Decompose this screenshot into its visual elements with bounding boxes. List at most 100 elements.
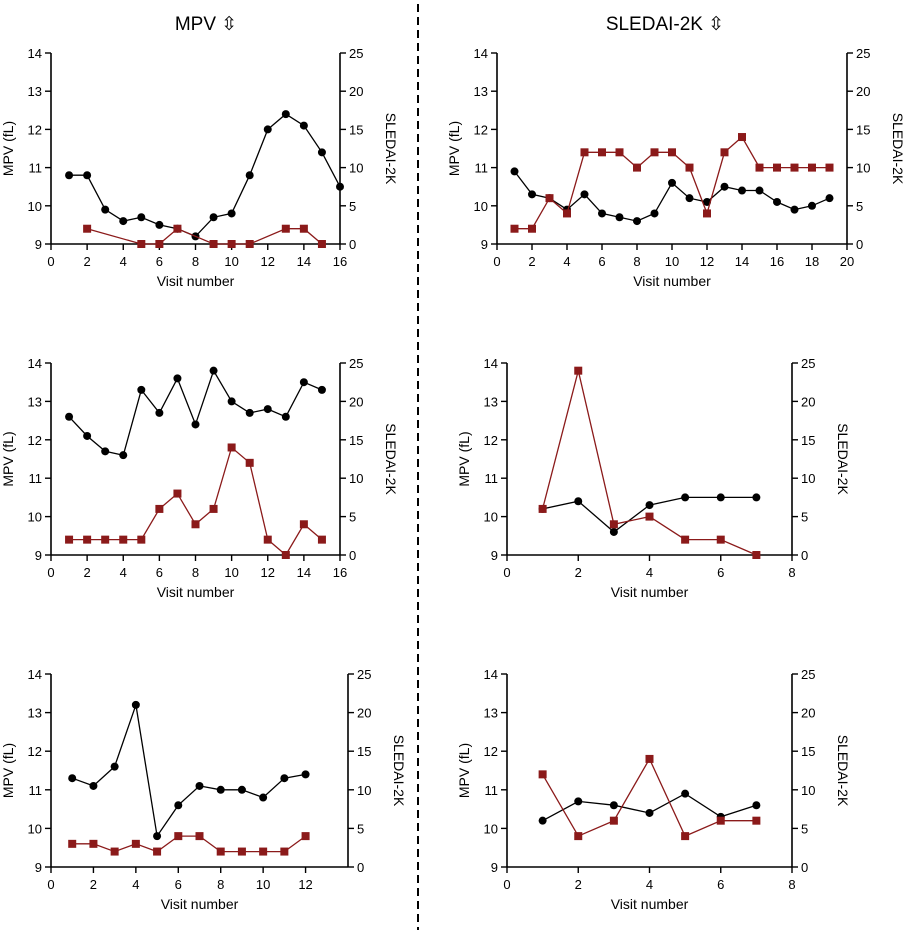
sledai-point <box>209 240 218 248</box>
sledai-point <box>173 489 182 498</box>
sledai-point <box>173 224 182 233</box>
mpv-point <box>538 816 547 825</box>
mpv-point <box>216 785 225 794</box>
sledai-point <box>685 163 694 172</box>
x-axis-label: Visit number <box>157 584 235 600</box>
mpv-point <box>716 493 725 502</box>
sledai-point <box>752 816 761 825</box>
y-axis-label: MPV (fL) <box>0 431 16 486</box>
mpv-point <box>68 774 77 783</box>
sledai-point <box>738 133 746 142</box>
sledai-point <box>545 194 554 203</box>
mpv-point <box>773 197 781 206</box>
y2-axis-label: SLEDAI-2K <box>391 735 407 807</box>
x-tick-label: 16 <box>333 254 347 269</box>
mpv-point <box>510 167 519 176</box>
sledai-point <box>650 148 659 157</box>
x-tick-label: 6 <box>156 254 163 269</box>
sledai-point <box>131 839 140 848</box>
mpv-point <box>790 205 799 214</box>
x-tick-label: 2 <box>575 877 582 892</box>
mpv-point <box>153 832 162 841</box>
sledai-point <box>574 366 583 375</box>
y-tick-label: 9 <box>35 860 42 875</box>
y2-tick-label: 10 <box>856 161 870 176</box>
x-tick-label: 8 <box>217 877 224 892</box>
mpv-point <box>317 148 326 157</box>
sledai-point <box>191 520 200 529</box>
x-axis-label: Visit number <box>157 273 235 289</box>
mpv-point <box>645 501 654 510</box>
mpv-point <box>155 220 164 229</box>
mpv-series-line <box>513 171 830 222</box>
sledai-point <box>101 535 110 544</box>
x-tick-label: 0 <box>47 254 54 269</box>
y-tick-label: 14 <box>28 46 42 61</box>
x-tick-label: 10 <box>665 254 679 269</box>
sledai-point <box>299 520 308 529</box>
mpv-point <box>89 781 98 790</box>
sledai-point <box>668 148 676 157</box>
sledai-point <box>137 240 146 248</box>
sledai-point <box>317 240 326 248</box>
x-tick-label: 0 <box>503 565 510 580</box>
y-tick-label: 9 <box>481 237 488 252</box>
mpv-point <box>227 209 236 218</box>
x-tick-label: 2 <box>528 254 535 269</box>
x-tick-label: 4 <box>646 565 653 580</box>
x-axis-label: Visit number <box>161 896 239 912</box>
mpv-point <box>263 125 272 134</box>
x-tick-label: 8 <box>633 254 640 269</box>
x-tick-label: 0 <box>47 877 54 892</box>
y2-tick-label: 15 <box>856 122 870 137</box>
mpv-point <box>755 186 764 195</box>
y-tick-label: 10 <box>28 821 42 836</box>
x-tick-label: 4 <box>120 565 127 580</box>
y2-tick-label: 0 <box>801 548 808 563</box>
mpv-point <box>65 171 74 180</box>
chart-panel-2: 0 2 4 6 8 10 12 14 16 18 20 9 10 11 12 13 14 0 5 10 15 20 25 Vi… <box>446 46 906 289</box>
y-tick-label: 12 <box>484 744 498 759</box>
sledai-point <box>280 847 289 856</box>
y-tick-label: 13 <box>28 84 42 99</box>
sledai-point <box>195 832 204 841</box>
x-tick-label: 8 <box>788 565 795 580</box>
mpv-point <box>336 182 344 191</box>
y2-tick-label: 10 <box>801 783 815 798</box>
y2-axis-label: SLEDAI-2K <box>835 735 851 807</box>
y2-tick-label: 25 <box>856 46 870 61</box>
y2-tick-label: 5 <box>357 821 364 836</box>
y2-tick-label: 25 <box>349 46 363 61</box>
chart-panel-1: 0 2 4 6 8 10 12 14 16 9 10 11 12 13 14 0 5 10 15 20 25 Visit … <box>0 46 399 289</box>
sledai-point <box>580 148 589 157</box>
mpv-point <box>119 217 128 226</box>
sledai-point <box>281 551 290 559</box>
mpv-point <box>263 405 272 414</box>
sledai-point <box>703 209 711 218</box>
y-tick-label: 13 <box>28 706 42 721</box>
x-tick-label: 6 <box>175 877 182 892</box>
mpv-series-line <box>71 704 306 838</box>
mpv-point <box>650 209 659 218</box>
mpv-point <box>703 197 711 206</box>
sledai-point <box>209 504 218 513</box>
sledai-point <box>720 148 729 157</box>
mpv-point <box>83 171 92 180</box>
mpv-point <box>574 497 583 506</box>
y-tick-label: 10 <box>484 821 498 836</box>
mpv-point <box>174 801 183 810</box>
sledai-point <box>510 224 519 233</box>
y2-tick-label: 25 <box>801 667 815 682</box>
sledai-point <box>227 240 236 248</box>
x-tick-label: 6 <box>156 565 163 580</box>
sledai-point <box>174 832 183 841</box>
x-tick-label: 8 <box>788 877 795 892</box>
y-tick-label: 9 <box>35 237 42 252</box>
mpv-point <box>609 801 618 810</box>
mpv-point <box>633 217 641 226</box>
y2-tick-label: 0 <box>357 860 364 875</box>
sledai-point <box>538 770 547 779</box>
x-tick-label: 10 <box>224 565 238 580</box>
y-tick-label: 12 <box>28 433 42 448</box>
y2-tick-label: 15 <box>801 433 815 448</box>
